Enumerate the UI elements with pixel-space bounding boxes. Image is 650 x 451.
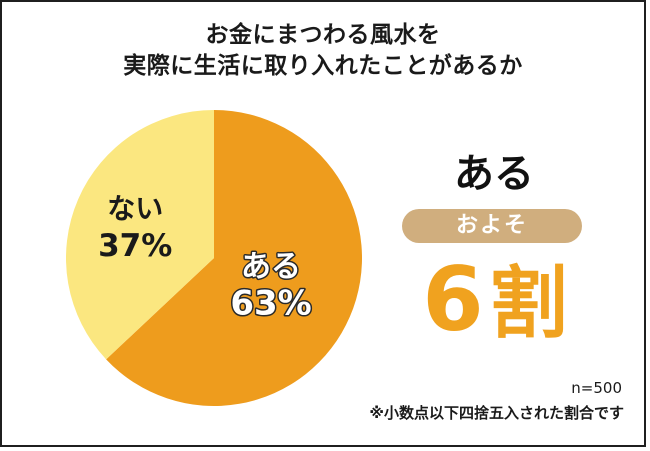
pie-label-value-1: 37% <box>98 228 172 264</box>
summary-pill: およそ <box>402 209 582 243</box>
pie-label-value-0: 63% <box>230 284 311 324</box>
footnote: ※小数点以下四捨五入された割合です <box>369 404 624 422</box>
pie-label-category-1: ない <box>107 192 163 225</box>
pie-label-category-0: ある <box>241 250 301 285</box>
chart-title-line-1: お金にまつわる風水を <box>205 22 441 48</box>
sample-size: n=500 <box>571 379 622 397</box>
summary-big-number: 6 <box>422 248 484 351</box>
pie-slices <box>66 110 363 406</box>
summary-big-value: 6割 <box>400 252 590 352</box>
chart-title-line-2: 実際に生活に取り入れたことがあるか <box>123 53 523 79</box>
pie-slice-1 <box>66 110 215 360</box>
pie-slice-0 <box>106 110 363 406</box>
summary-big-unit: 割 <box>489 259 568 349</box>
chart-title: お金にまつわる風水を 実際に生活に取り入れたことがあるか <box>0 20 646 82</box>
summary-headline: ある <box>454 151 534 197</box>
